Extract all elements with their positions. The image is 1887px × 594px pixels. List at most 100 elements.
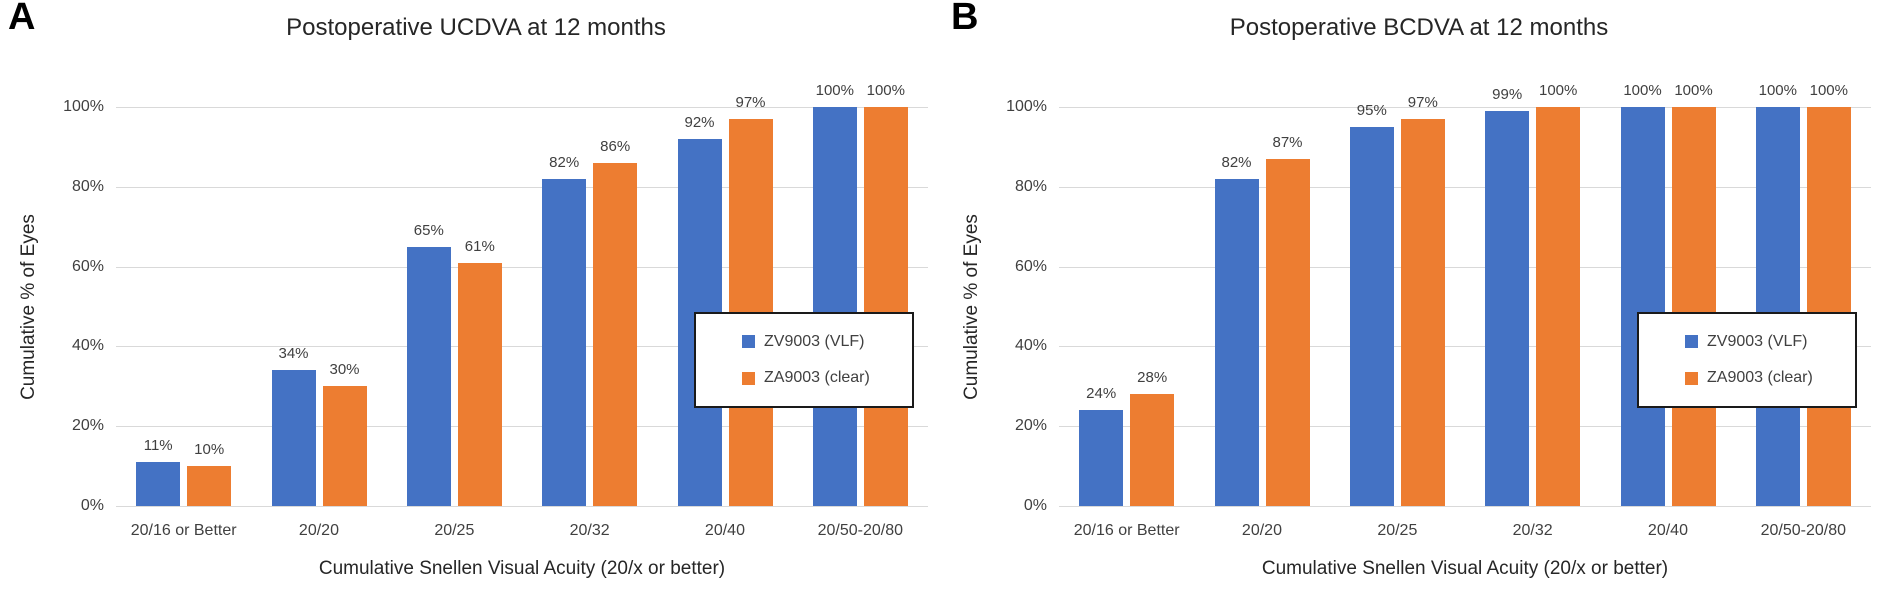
data-label: 100%: [1809, 82, 1848, 99]
data-label: 100%: [1539, 82, 1578, 99]
gridline: [1059, 266, 1871, 268]
y-axis-title: Cumulative % of Eyes: [18, 213, 40, 400]
data-label: 87%: [1272, 133, 1303, 151]
bar: [271, 370, 316, 506]
chart-title-a: Postoperative UCDVA at 12 months: [286, 14, 666, 41]
legend-item: ZV9003 (VLF): [1685, 333, 1855, 351]
data-label: 92%: [684, 113, 715, 131]
bar: [136, 462, 181, 506]
legend: ZV9003 (VLF) ZA9003 (clear): [1637, 312, 1857, 408]
y-tick-label: 100%: [63, 98, 104, 115]
data-label: 100%: [815, 82, 854, 99]
y-tick-label: 40%: [71, 337, 104, 355]
panel-letter-a: A: [8, 0, 36, 38]
x-tick-label: 20/50-20/80: [1760, 522, 1847, 539]
bar: [1400, 119, 1445, 506]
y-axis-title-wrap: Cumulative % of Eyes: [10, 107, 48, 506]
x-tick-label: 20/20: [298, 522, 339, 539]
legend-item: ZA9003 (clear): [742, 369, 912, 387]
legend-label: ZA9003 (clear): [1707, 369, 1813, 387]
gridline: [116, 506, 928, 507]
y-tick-label: 40%: [1014, 337, 1047, 355]
bar: [1214, 178, 1259, 506]
x-tick-label: 20/32: [1512, 522, 1553, 539]
legend-swatch-icon: [1685, 371, 1698, 385]
y-tick-label: 60%: [71, 257, 104, 275]
bar: [1130, 394, 1175, 506]
bar: [1079, 410, 1124, 506]
x-tick-label: 20/16 or Better: [130, 522, 237, 539]
y-tick-label: 60%: [1014, 257, 1047, 275]
data-label: 100%: [1674, 82, 1713, 99]
bar: [1755, 107, 1800, 506]
y-tick-label: 0%: [1023, 497, 1047, 514]
x-tick-label: 20/32: [569, 522, 610, 539]
data-label: 86%: [600, 137, 631, 155]
data-label: 95%: [1356, 102, 1387, 119]
legend: ZV9003 (VLF) ZA9003 (clear): [694, 312, 914, 408]
data-label: 30%: [329, 361, 360, 379]
legend-label: ZV9003 (VLF): [1707, 332, 1808, 350]
y-axis-title: Cumulative % of Eyes: [961, 213, 983, 400]
y-tick-label: 80%: [1014, 177, 1047, 195]
legend-item: ZA9003 (clear): [1685, 369, 1855, 387]
gridline: [1059, 186, 1871, 188]
y-tick-label: 0%: [80, 497, 104, 514]
gridline: [1059, 506, 1871, 507]
gridline: [1059, 426, 1871, 428]
y-tick-label: 20%: [1014, 417, 1047, 435]
data-label: 82%: [1221, 153, 1252, 171]
data-label: 34%: [278, 345, 309, 363]
bar: [457, 262, 502, 506]
panel-letter-b: B: [951, 0, 979, 38]
x-axis-title: Cumulative Snellen Visual Acuity (20/x o…: [1261, 558, 1669, 579]
data-label: 100%: [1623, 82, 1662, 99]
bar: [1485, 111, 1530, 506]
x-tick-label: 20/25: [1377, 522, 1418, 539]
data-label: 24%: [1086, 385, 1117, 403]
legend-label: ZA9003 (clear): [764, 369, 870, 387]
x-tick-label: 20/50-20/80: [817, 522, 904, 539]
gridline: [116, 266, 928, 268]
bar: [1620, 107, 1665, 506]
bar: [1536, 107, 1581, 506]
chart-title-b: Postoperative BCDVA at 12 months: [1229, 14, 1609, 41]
legend-item: ZV9003 (VLF): [742, 333, 912, 351]
bar: [593, 162, 638, 506]
y-tick-label: 20%: [71, 417, 104, 435]
bar: [406, 246, 451, 506]
x-tick-label: 20/16 or Better: [1073, 522, 1180, 539]
bar: [1265, 158, 1310, 506]
legend-swatch-icon: [742, 335, 755, 349]
data-label: 82%: [549, 153, 580, 171]
bar: [1806, 107, 1851, 506]
bar: [812, 107, 857, 506]
x-tick-label: 20/20: [1241, 522, 1282, 539]
gridline: [1059, 346, 1871, 348]
gridline: [116, 346, 928, 348]
y-tick-label: 100%: [1006, 98, 1047, 115]
data-label: 65%: [413, 221, 444, 239]
gridline: [116, 107, 928, 108]
data-label: 99%: [1492, 86, 1523, 103]
data-label: 28%: [1137, 369, 1168, 387]
data-label: 97%: [1407, 94, 1438, 111]
gridline: [116, 426, 928, 428]
y-axis-title-wrap: Cumulative % of Eyes: [953, 107, 991, 506]
x-axis-title: Cumulative Snellen Visual Acuity (20/x o…: [318, 558, 726, 579]
data-label: 10%: [194, 441, 225, 459]
panel-a: A Postoperative UCDVA at 12 months 0% 20%…: [0, 0, 943, 594]
bar-chart-ucdva: 0% 20% 40% 60% 80% 100% 11% 10% 34% 30% 65% 61% 82% 8…: [0, 0, 943, 594]
legend-label: ZV9003 (VLF): [764, 332, 865, 350]
data-label: 11%: [143, 437, 173, 455]
x-tick-label: 20/40: [704, 522, 745, 539]
gridline: [1059, 107, 1871, 108]
x-tick-label: 20/40: [1647, 522, 1688, 539]
bar: [187, 466, 232, 506]
bar: [542, 178, 587, 506]
bar: [863, 107, 908, 506]
x-tick-label: 20/25: [434, 522, 475, 539]
data-label: 100%: [1758, 82, 1797, 99]
y-tick-label: 80%: [71, 177, 104, 195]
